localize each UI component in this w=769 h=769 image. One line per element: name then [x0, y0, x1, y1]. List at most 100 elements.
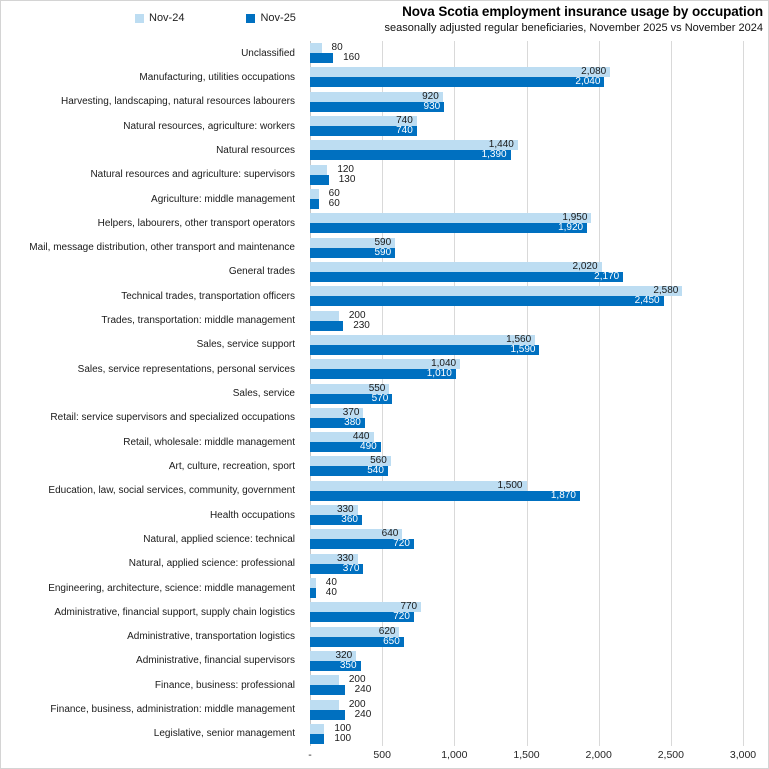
category-label: Mail, message distribution, other transp…	[29, 242, 295, 254]
bar-track: 370	[310, 407, 743, 418]
legend-swatch	[135, 13, 144, 23]
value-label: 230	[353, 319, 370, 331]
bar-nov-24	[310, 310, 339, 321]
value-label: 330	[336, 504, 354, 516]
bar-nov-25	[310, 660, 361, 671]
value-label: 100	[334, 722, 352, 734]
bar-track: 720	[310, 612, 743, 623]
bar-nov-25	[310, 612, 414, 623]
category-label: Unclassified	[241, 47, 295, 59]
bar-group: 560 540	[310, 454, 743, 478]
bar-track: 2,170	[310, 271, 743, 282]
chart-subtitle: seasonally adjusted regular beneficiarie…	[384, 22, 764, 34]
bar-nov-24	[310, 237, 396, 248]
bar-track: 2,080	[310, 66, 743, 78]
bar-nov-25	[310, 369, 456, 380]
bar-nov-24	[310, 261, 602, 272]
bar-group: 620 650	[310, 625, 743, 649]
x-axis-tick: 2,000	[585, 749, 612, 761]
bar-nov-25	[310, 271, 624, 282]
value-label: 100	[334, 732, 352, 744]
bar-track: 1,010	[310, 368, 743, 380]
value-label: 590	[374, 236, 392, 248]
value-label: 590	[374, 246, 392, 258]
value-label: 740	[396, 125, 413, 137]
bar-track: 570	[310, 393, 743, 404]
bar-track: 2,580	[310, 285, 743, 297]
category-label: Finance, business, administration: middl…	[50, 704, 295, 716]
bar-nov-24	[310, 456, 391, 467]
bar-group: 320 350	[310, 649, 743, 673]
legend-label: Nov-24	[149, 12, 185, 24]
x-axis-tick: 1,000	[441, 749, 468, 761]
category-label: Harvesting, landscaping, natural resourc…	[60, 96, 295, 108]
bar-group: 770 720	[310, 600, 743, 624]
bar-track: 920	[310, 91, 743, 102]
bar-track: 330	[310, 553, 743, 564]
bar-group: 120 130	[310, 163, 743, 187]
value-label: 640	[381, 528, 399, 540]
bar-track: 740	[310, 125, 743, 137]
bar-track: 40	[310, 587, 743, 599]
bar-nov-25	[310, 709, 345, 720]
bar-nov-24	[310, 578, 316, 589]
bar-group: 1,040 1,010	[310, 357, 743, 381]
value-label: 1,390	[481, 149, 507, 161]
value-label: 930	[423, 100, 441, 112]
value-label: 1,590	[510, 343, 536, 355]
bar-track: 770	[310, 602, 743, 613]
bar-track: 200	[310, 699, 743, 710]
bar-nov-25	[310, 223, 588, 234]
bar-group: 200 240	[310, 673, 743, 697]
bar-nov-25	[310, 636, 404, 647]
bar-track: 1,920	[310, 223, 743, 234]
value-label: 60	[328, 198, 340, 210]
category-label: Natural, applied science: professional	[128, 558, 295, 570]
bar-group: 200 230	[310, 308, 743, 332]
bar-nov-25	[310, 344, 540, 355]
bar-nov-24	[310, 602, 422, 613]
value-label: 1,560	[506, 333, 532, 345]
value-label: 2,080	[581, 66, 607, 78]
bar-nov-25	[310, 685, 345, 696]
bar-track: 370	[310, 563, 743, 574]
gridline-3000	[743, 41, 744, 746]
bar-nov-25	[310, 320, 344, 331]
bar-group: 100 100	[310, 722, 743, 746]
x-axis-tick: 1,500	[513, 749, 540, 761]
bar-track: 240	[310, 685, 743, 696]
value-label: 40	[325, 587, 337, 599]
bar-group: 640 720	[310, 527, 743, 551]
value-label: 240	[354, 708, 372, 720]
bar-track: 60	[310, 189, 743, 200]
bar-track: 2,450	[310, 296, 743, 307]
category-label: Administrative, financial supervisors	[136, 655, 295, 667]
value-label: 1,010	[426, 368, 452, 380]
value-label: 160	[343, 52, 360, 64]
bar-nov-24	[310, 43, 322, 54]
bar-track: 590	[310, 236, 743, 248]
chart-header: Nova Scotia employment insurance usage b…	[385, 4, 764, 34]
bar-track: 740	[310, 116, 743, 127]
bar-track: 1,040	[310, 359, 743, 370]
gridline-1500	[526, 41, 528, 746]
bar-track: 100	[310, 722, 743, 734]
bar-track: 540	[310, 466, 743, 477]
bar-track: 1,500	[310, 480, 743, 491]
value-label: 2,580	[653, 285, 679, 297]
bar-nov-24	[310, 432, 374, 443]
category-label: Natural, applied science: technical	[143, 533, 295, 545]
value-label: 560	[370, 455, 387, 467]
bar-track: 1,440	[310, 140, 743, 151]
bar-nov-24	[310, 334, 536, 345]
bar-track: 1,560	[310, 333, 743, 345]
value-label: 550	[368, 382, 386, 394]
bar-nov-24	[310, 140, 518, 151]
bar-track: 720	[310, 539, 743, 550]
category-label: Retail: service supervisors and speciali…	[50, 412, 295, 424]
bar-track: 200	[310, 310, 743, 321]
category-label: Technical trades, transportation officer…	[121, 290, 295, 302]
bar-track: 100	[310, 732, 743, 744]
bar-nov-25	[310, 393, 393, 404]
value-label: 120	[337, 163, 354, 175]
